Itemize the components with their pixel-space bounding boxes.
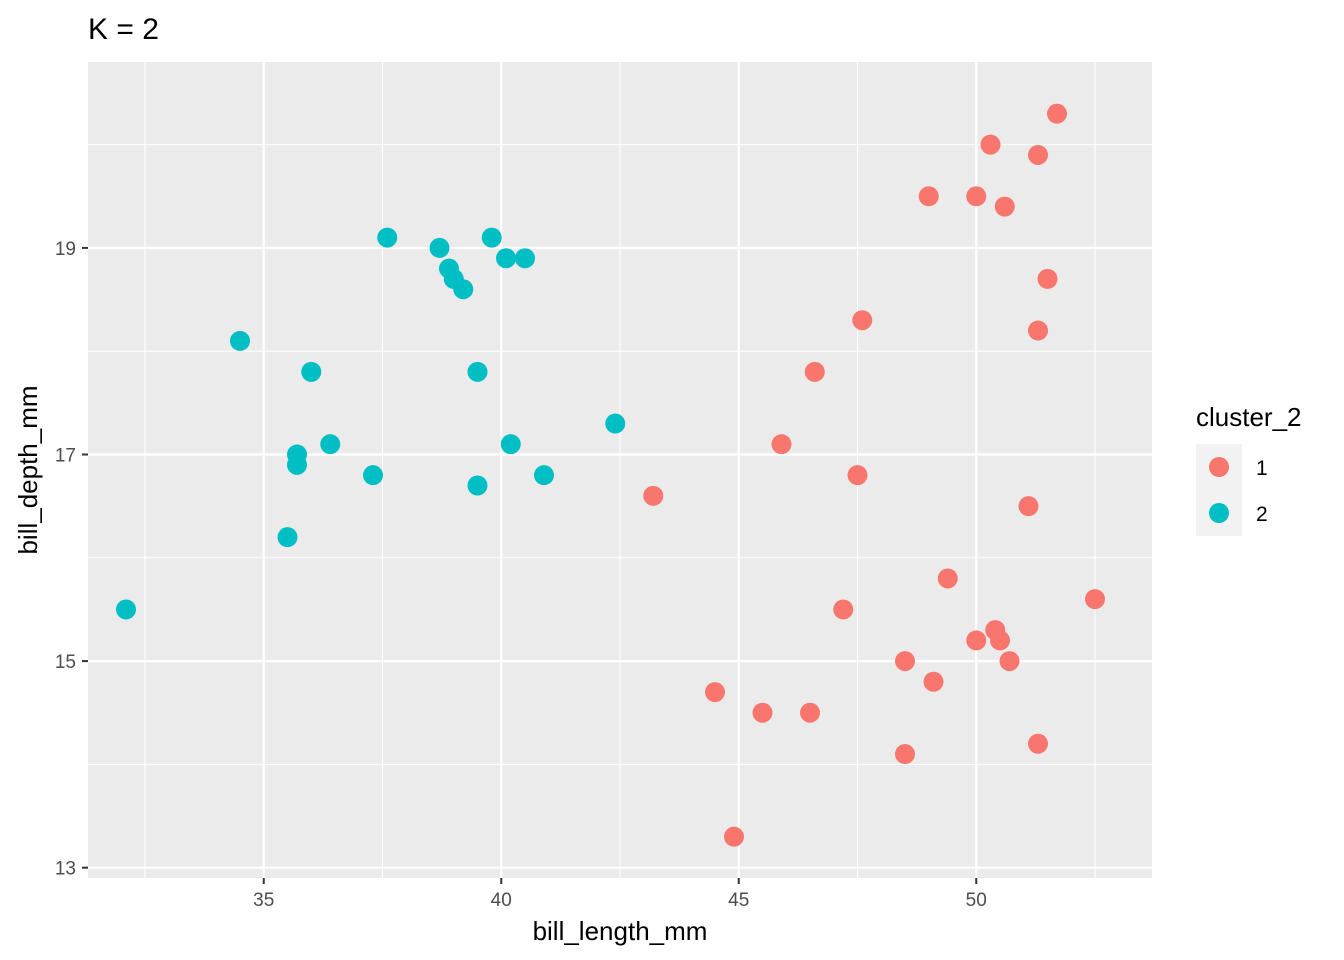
data-point-cluster-1: [643, 485, 664, 506]
data-point-cluster-2: [500, 434, 521, 455]
data-point-cluster-2: [515, 248, 535, 269]
legend-label-1: 1: [1256, 457, 1268, 480]
data-point-cluster-2: [320, 434, 341, 455]
data-point-cluster-1: [800, 702, 820, 723]
data-point-cluster-1: [923, 671, 944, 692]
legend: cluster_2 1 2: [1196, 402, 1302, 536]
major-gridlines: [88, 62, 1152, 878]
x-tick-label: 50: [966, 890, 987, 911]
data-point-cluster-1: [852, 310, 873, 331]
data-point-cluster-1: [895, 651, 915, 672]
data-points: [116, 103, 1105, 847]
legend-key-2: [1209, 503, 1229, 523]
data-point-cluster-2: [363, 465, 383, 486]
data-point-cluster-1: [1085, 589, 1105, 610]
data-point-cluster-2: [377, 227, 398, 248]
data-point-cluster-1: [980, 134, 1001, 155]
data-point-cluster-2: [496, 248, 516, 269]
y-axis-title: bill_depth_mm: [13, 385, 43, 554]
data-point-cluster-1: [918, 186, 939, 207]
data-point-cluster-2: [116, 599, 136, 620]
data-point-cluster-1: [994, 196, 1015, 217]
data-point-cluster-1: [771, 434, 792, 455]
data-point-cluster-1: [1037, 268, 1058, 289]
data-point-cluster-2: [467, 475, 488, 496]
data-point-cluster-2: [605, 413, 626, 434]
y-tick-label: 15: [55, 652, 76, 673]
chart-title: K = 2: [88, 13, 159, 46]
data-point-cluster-1: [999, 651, 1020, 672]
legend-title: cluster_2: [1196, 402, 1302, 432]
data-point-cluster-2: [230, 330, 250, 351]
data-point-cluster-1: [1047, 103, 1067, 124]
y-tick-label: 13: [55, 859, 76, 880]
y-axis: 13 15 17 19: [55, 239, 88, 880]
data-point-cluster-1: [966, 186, 987, 207]
y-tick-label: 17: [55, 446, 76, 467]
data-point-cluster-1: [705, 682, 725, 703]
data-point-cluster-1: [1028, 144, 1048, 165]
data-point-cluster-1: [1028, 733, 1048, 754]
legend-label-2: 2: [1256, 503, 1268, 526]
data-point-cluster-1: [1028, 320, 1048, 341]
data-point-cluster-2: [277, 527, 298, 548]
data-point-cluster-1: [937, 568, 958, 589]
x-tick-label: 35: [253, 890, 274, 911]
minor-gridlines: [88, 62, 1152, 878]
data-point-cluster-2: [301, 361, 322, 382]
data-point-cluster-1: [966, 630, 987, 651]
data-point-cluster-1: [724, 826, 744, 847]
data-point-cluster-1: [847, 465, 868, 486]
legend-key-1: [1209, 457, 1229, 477]
data-point-cluster-1: [752, 702, 773, 723]
data-point-cluster-1: [990, 630, 1010, 651]
y-tick-label: 19: [55, 239, 76, 260]
x-axis-title: bill_length_mm: [533, 916, 708, 946]
data-point-cluster-1: [804, 361, 825, 382]
data-point-cluster-2: [467, 361, 488, 382]
data-point-cluster-2: [534, 465, 554, 486]
x-tick-label: 40: [491, 890, 512, 911]
data-point-cluster-2: [429, 237, 450, 258]
data-point-cluster-1: [1018, 496, 1039, 517]
data-point-cluster-1: [895, 744, 915, 765]
x-tick-label: 45: [728, 890, 749, 911]
x-axis: 35 40 45 50: [253, 878, 987, 911]
data-point-cluster-1: [833, 599, 854, 620]
data-point-cluster-2: [453, 279, 474, 300]
data-point-cluster-2: [481, 227, 502, 248]
data-point-cluster-2: [287, 454, 307, 475]
